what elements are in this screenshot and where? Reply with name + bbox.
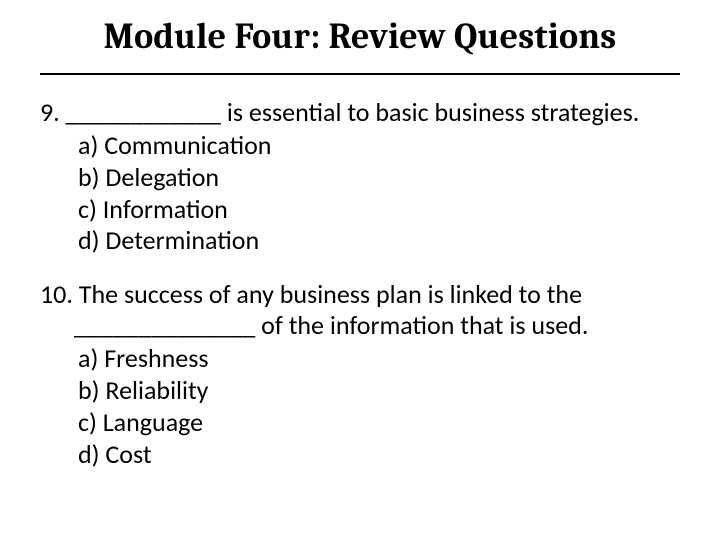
question-10-option-d: d) Cost bbox=[78, 439, 680, 471]
question-10-option-a: a) Freshness bbox=[78, 343, 680, 375]
question-9-option-c: c) Information bbox=[78, 194, 680, 226]
question-9-option-b: b) Delegation bbox=[78, 162, 680, 194]
page-title: Module Four: Review Questions bbox=[40, 10, 680, 75]
question-9-options: a) Communication b) Delegation c) Inform… bbox=[40, 130, 680, 257]
question-10-options: a) Freshness b) Reliability c) Language … bbox=[40, 343, 680, 470]
question-10-stem: 10. The success of any business plan is … bbox=[40, 279, 680, 341]
question-9-option-d: d) Determination bbox=[78, 225, 680, 257]
question-10-option-b: b) Reliability bbox=[78, 375, 680, 407]
slide: Module Four: Review Questions 9. _______… bbox=[0, 0, 720, 540]
question-9: 9. ____________ is essential to basic bu… bbox=[40, 97, 680, 257]
question-9-option-a: a) Communication bbox=[78, 130, 680, 162]
question-10: 10. The success of any business plan is … bbox=[40, 279, 680, 470]
question-10-option-c: c) Language bbox=[78, 407, 680, 439]
question-9-stem: 9. ____________ is essential to basic bu… bbox=[40, 97, 680, 128]
